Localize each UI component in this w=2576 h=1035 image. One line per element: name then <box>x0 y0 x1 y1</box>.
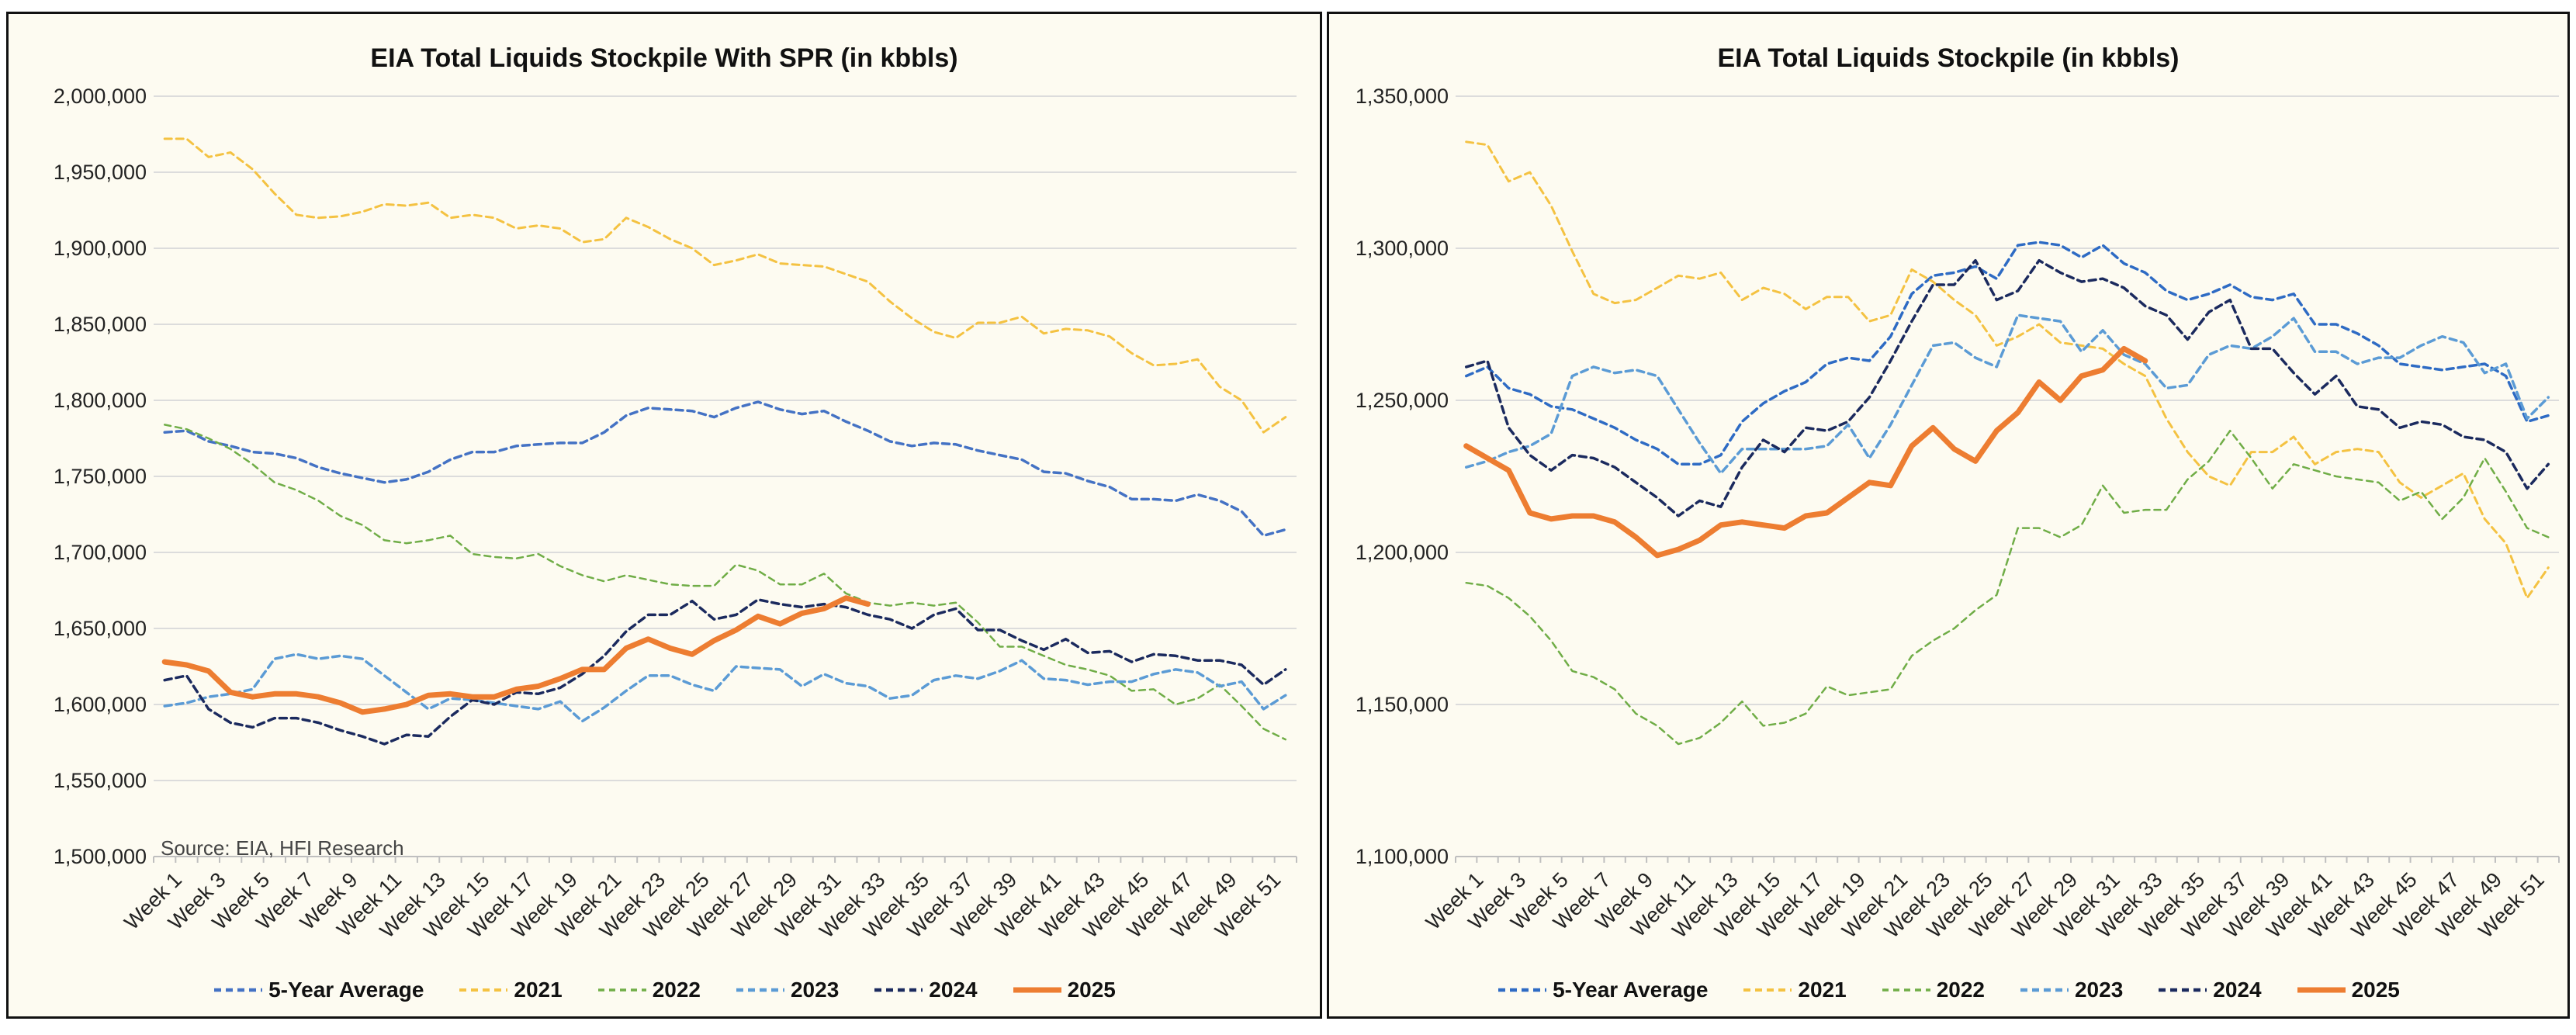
legend-label: 2023 <box>790 978 840 1002</box>
series-line-5-year-average <box>163 400 1287 538</box>
series-line-2022 <box>163 424 1287 741</box>
legend-item-2024: 2024 <box>873 978 978 1002</box>
source-note: Source: EIA, HFI Research <box>161 836 404 860</box>
chart-panel-without-spr: EIA Total Liquids Stockpile (in kbbls) 1… <box>1327 12 2570 1019</box>
legend-label: 2025 <box>1067 978 1116 1002</box>
legend-swatch <box>874 988 923 992</box>
legend-item-2024: 2024 <box>2157 978 2262 1002</box>
series-line-2025 <box>1463 345 2148 559</box>
legend-swatch <box>736 988 784 992</box>
y-tick-label: 1,600,000 <box>54 693 147 716</box>
legend-label: 5-Year Average <box>268 978 424 1002</box>
series-line-2023 <box>163 652 1287 723</box>
chart-title: EIA Total Liquids Stockpile (in kbbls) <box>1717 43 2180 73</box>
y-tick-label: 1,300,000 <box>1356 237 1449 260</box>
series-line-2025 <box>161 595 871 715</box>
legend: 5-Year Average 2021 2022 2023 2024 2025 <box>9 978 1320 1002</box>
legend: 5-Year Average 2021 2022 2023 2024 2025 <box>1329 978 2567 1002</box>
legend-item-2025: 2025 <box>1012 978 1116 1002</box>
y-tick-label: 1,200,000 <box>1356 541 1449 564</box>
legend-swatch <box>2020 988 2069 992</box>
legend-item-2022: 2022 <box>1881 978 1985 1002</box>
legend-item-2021: 2021 <box>458 978 563 1002</box>
y-tick-label: 1,550,000 <box>54 769 147 792</box>
y-tick-label: 1,150,000 <box>1356 693 1449 716</box>
legend-swatch <box>1013 987 1061 993</box>
legend-swatch <box>459 988 508 992</box>
y-tick-label: 1,500,000 <box>54 845 147 868</box>
legend-item-2023: 2023 <box>735 978 839 1002</box>
legend-swatch <box>2297 987 2346 993</box>
legend-item-2023: 2023 <box>2019 978 2123 1002</box>
legend-label: 2021 <box>1798 978 1847 1002</box>
y-tick-label: 1,700,000 <box>54 541 147 564</box>
legend-item-5-year-average: 5-Year Average <box>1497 978 1708 1002</box>
legend-item-2022: 2022 <box>597 978 701 1002</box>
chart-panel-with-spr: EIA Total Liquids Stockpile With SPR (in… <box>6 12 1322 1019</box>
series-line-2024 <box>163 598 1287 746</box>
y-tick-label: 1,750,000 <box>54 465 147 488</box>
series-line-2023 <box>1464 313 2550 475</box>
legend-swatch <box>1743 988 1792 992</box>
legend-label: 2022 <box>1936 978 1985 1002</box>
legend-label: 2024 <box>2213 978 2262 1002</box>
legend-swatch <box>1498 988 1547 992</box>
chart-title: EIA Total Liquids Stockpile With SPR (in… <box>370 43 958 73</box>
y-tick-label: 2,000,000 <box>54 85 147 108</box>
y-tick-label: 1,900,000 <box>54 237 147 260</box>
legend-swatch <box>597 988 646 992</box>
plot-area: 1,500,000 1,550,000 1,600,000 1,650,000 1,70… <box>54 85 1297 943</box>
legend-item-2021: 2021 <box>1742 978 1847 1002</box>
y-tick-label: 1,100,000 <box>1356 845 1449 868</box>
series-line-2021 <box>163 137 1287 434</box>
y-tick-label: 1,850,000 <box>54 313 147 336</box>
legend-label: 2024 <box>929 978 978 1002</box>
legend-label: 2023 <box>2074 978 2124 1002</box>
y-tick-label: 1,650,000 <box>54 617 147 640</box>
legend-item-5-year-average: 5-Year Average <box>213 978 424 1002</box>
series-line-5-year-average <box>1464 241 2550 466</box>
legend-label: 2021 <box>514 978 563 1002</box>
series-line-2022 <box>1465 429 2550 746</box>
legend-label: 5-Year Average <box>1553 978 1709 1002</box>
legend-item-2025: 2025 <box>2296 978 2400 1002</box>
series-line-2024 <box>1464 258 2550 518</box>
y-tick-label: 1,950,000 <box>54 161 147 184</box>
y-tick-label: 1,350,000 <box>1356 85 1449 108</box>
legend-swatch <box>214 988 263 992</box>
legend-swatch <box>1882 988 1930 992</box>
y-tick-label: 1,250,000 <box>1356 389 1449 412</box>
legend-label: 2022 <box>652 978 701 1002</box>
y-tick-label: 1,800,000 <box>54 389 147 412</box>
legend-label: 2025 <box>2351 978 2400 1002</box>
plot-area: 1,100,000 1,150,000 1,200,000 1,250,000 1,30… <box>1356 85 2560 943</box>
legend-swatch <box>2159 988 2207 992</box>
